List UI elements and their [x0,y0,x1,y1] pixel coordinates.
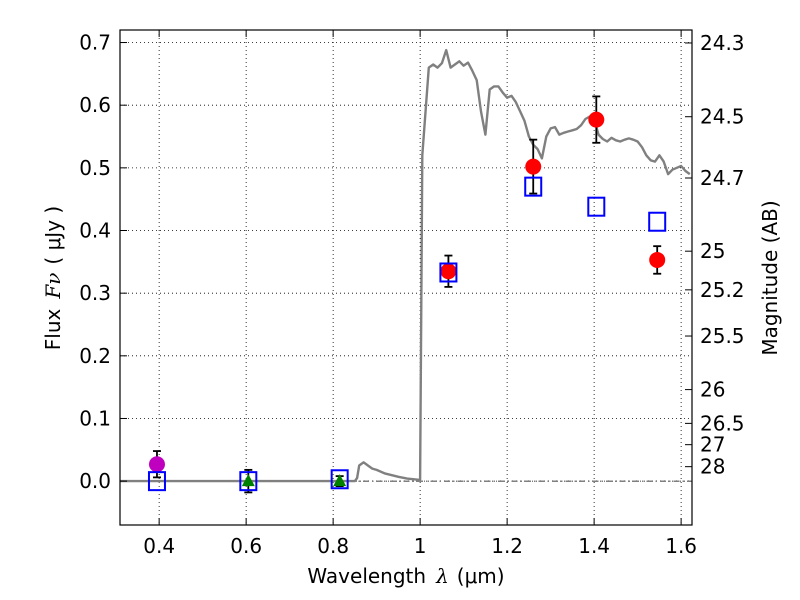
x-axis-unit: (μm) [457,564,505,588]
y-axis-unit: ( μJy ) [41,206,65,265]
y2-tick-label: 24.5 [700,105,745,129]
data-point [588,111,605,128]
x-axis-title: Wavelength λ (μm) [307,564,504,588]
y2-tick-label: 25.5 [700,324,745,348]
y-axis-title: Flux Fν ( μJy ) [41,206,65,350]
y-axis-title-text: Flux [41,308,65,350]
x-tick-label: 0.6 [230,534,262,558]
model-photometry-point [330,469,349,490]
data-point [241,474,255,487]
y-axis-symbol: Fν [41,273,65,300]
data-point [148,456,165,473]
x-tick-label: 0.4 [143,534,175,558]
model-photometry-point [648,211,667,232]
x-axis-symbol: λ [435,564,449,588]
y2-tick-label: 24.7 [700,166,745,190]
y2-axis-title-group: Magnitude (AB) [758,200,782,355]
y-tick-label: 0.6 [79,93,111,117]
x-tick-label: 1.2 [491,534,523,558]
y-tick-label: 0.5 [79,156,111,180]
model-photometry-point [587,196,606,217]
data-series [120,48,691,494]
data-point [525,158,542,175]
y-axis-title-group: Flux Fν ( μJy ) [41,206,65,350]
model-photometry-point [147,471,166,492]
axis-ticks: 0.4 0.6 0.8 1 1.2 1.4 1.6 0.0 0.1 0.2 0.3 0.4 0.5 0.6… [79,30,745,558]
model-photometry-point [524,176,543,197]
x-tick-label: 1.6 [665,534,697,558]
y-tick-label: 0.1 [79,406,111,430]
model-photometry-point [239,471,258,492]
x-tick-label: 1.4 [578,534,610,558]
y-tick-label: 0.3 [79,281,111,305]
y2-tick-label: 26.5 [700,411,745,435]
y2-tick-label: 24.3 [700,31,745,55]
y2-tick-label: 25.2 [700,278,745,302]
data-point [440,263,457,280]
x-tick-label: 1 [414,534,427,558]
y2-tick-label: 25 [700,239,725,263]
y2-tick-label: 28 [700,455,725,479]
y-tick-label: 0.7 [79,31,111,55]
y-tick-label: 0.0 [79,469,111,493]
y2-tick-label: 27 [700,433,725,457]
x-axis-title-text: Wavelength [307,564,426,588]
y-tick-label: 0.4 [79,219,111,243]
data-point [333,474,347,487]
y2-tick-label: 26 [700,378,725,402]
plot-frame [119,29,693,526]
y2-axis-title: Magnitude (AB) [758,200,782,355]
data-point [649,251,666,268]
model-photometry-point [439,262,458,283]
x-tick-label: 0.8 [317,534,349,558]
model-spectrum-line [120,48,691,483]
y-tick-label: 0.2 [79,344,111,368]
